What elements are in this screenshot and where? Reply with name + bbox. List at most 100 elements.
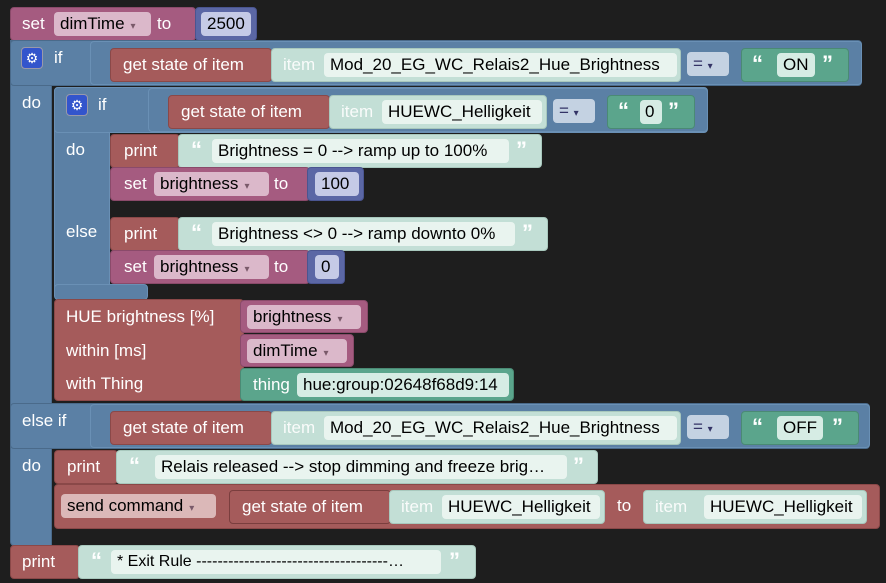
var-name: brightness (160, 174, 239, 193)
do-label: do (22, 93, 41, 112)
operator-dropdown[interactable]: = ▾ (553, 99, 595, 123)
get-state-block[interactable]: get state of item (110, 411, 272, 445)
text-field[interactable]: Brightness <> 0 --> ramp downto 0% (212, 222, 515, 246)
quote-open-icon: “ (191, 137, 202, 162)
quote-close-icon: ” (516, 137, 527, 162)
string-block-off[interactable]: “ OFF ” (741, 411, 859, 445)
hue-brightness-block[interactable]: HUE brightness [%] within [ms] with Thin… (54, 299, 244, 401)
quote-close-icon: ” (573, 453, 584, 478)
quote-open-icon: “ (129, 453, 140, 478)
var-dropdown-brightness[interactable]: brightness ▾ (154, 172, 269, 196)
quote-close-icon: ” (449, 548, 460, 573)
if-label: if (54, 48, 63, 67)
text-field[interactable]: Brightness = 0 --> ramp up to 100% (212, 139, 509, 163)
item-name-field[interactable]: HUEWC_Helligkeit (382, 100, 542, 124)
quote-open-icon: “ (191, 220, 202, 245)
var-name: brightness (253, 307, 332, 326)
var-block-dimtime[interactable]: dimTime ▾ (240, 334, 354, 367)
do-label: do (22, 456, 41, 475)
if-label: if (98, 95, 107, 114)
with-thing-label: with Thing (66, 374, 144, 393)
dropdown-arrow-icon: ▾ (323, 348, 329, 359)
quote-open-icon: “ (618, 98, 629, 123)
var-dropdown-brightness[interactable]: brightness ▾ (154, 255, 269, 279)
number-block[interactable]: 0 (307, 250, 345, 284)
thing-block[interactable]: thing hue:group:02648f68d9:14 (240, 368, 514, 401)
var-dropdown[interactable]: brightness ▾ (247, 305, 361, 329)
get-state-block[interactable]: get state of item (168, 95, 330, 129)
item-label: item (655, 497, 688, 516)
var-name: dimTime (253, 341, 318, 360)
dropdown-arrow-icon: ▾ (707, 424, 713, 435)
get-state-label: get state of item (181, 102, 302, 121)
operator: = (693, 54, 703, 73)
item-block[interactable]: item HUEWC_Helligkeit (389, 490, 605, 524)
text-field[interactable]: * Exit Rule ----------------------------… (111, 550, 441, 574)
print-label: print (124, 141, 158, 160)
get-state-label: get state of item (123, 55, 244, 74)
dropdown-arrow-icon: ▾ (337, 314, 343, 325)
var-block-brightness[interactable]: brightness ▾ (240, 300, 368, 333)
dropdown-arrow-icon: ▾ (130, 21, 136, 32)
get-state-label: get state of item (123, 418, 244, 437)
item-block[interactable]: item Mod_20_EG_WC_Relais2_Hue_Brightness (271, 411, 681, 445)
number-field[interactable]: 2500 (201, 12, 251, 36)
print-block[interactable]: print (10, 545, 80, 579)
set-brightness-block[interactable]: set brightness ▾ to (110, 250, 310, 284)
send-command-dropdown[interactable]: send command ▾ (61, 494, 216, 518)
set-brightness-block[interactable]: set brightness ▾ to (110, 167, 310, 201)
dropdown-arrow-icon: ▾ (189, 503, 195, 514)
number-field[interactable]: 0 (315, 255, 339, 279)
quote-close-icon: ” (832, 414, 843, 439)
text-field[interactable]: Relais released --> stop dimming and fre… (155, 455, 567, 479)
text-block[interactable]: “ * Exit Rule --------------------------… (78, 545, 476, 579)
gear-icon[interactable]: ⚙ (21, 47, 43, 69)
set-label: set (124, 174, 147, 193)
item-block[interactable]: item Mod_20_EG_WC_Relais2_Hue_Brightness (271, 48, 681, 82)
string-field[interactable]: OFF (777, 416, 823, 440)
compare-block[interactable]: get state of item item Mod_20_EG_WC_Rela… (90, 404, 870, 448)
quote-close-icon: ” (522, 220, 533, 245)
send-command-block[interactable]: send command ▾ get state of item item HUE… (54, 484, 880, 529)
do-label: do (66, 140, 85, 159)
var-dropdown[interactable]: dimTime ▾ (247, 339, 347, 363)
item-block[interactable]: item HUEWC_Helligkeit (329, 95, 547, 129)
print-block[interactable]: print (54, 450, 118, 484)
item-label: item (283, 418, 316, 437)
text-block[interactable]: “ Brightness <> 0 --> ramp downto 0% ” (178, 217, 548, 251)
set-dimtime-block[interactable]: set dimTime ▾ to (10, 7, 196, 41)
quote-close-icon: ” (822, 51, 833, 76)
get-state-block[interactable]: get state of item (229, 490, 391, 524)
target-item-block[interactable]: item HUEWC_Helligkeit (643, 490, 867, 524)
number-block[interactable]: 100 (307, 167, 364, 201)
dropdown-arrow-icon: ▾ (244, 181, 250, 192)
operator-dropdown[interactable]: = ▾ (687, 415, 729, 439)
text-block[interactable]: “ Relais released --> stop dimming and f… (116, 450, 598, 484)
to-label: to (617, 496, 632, 515)
set-label: set (124, 257, 147, 276)
string-block-zero[interactable]: “ 0 ” (607, 95, 695, 129)
gear-icon[interactable]: ⚙ (66, 94, 88, 116)
var-dropdown-dimtime[interactable]: dimTime ▾ (54, 12, 151, 36)
compare-block[interactable]: get state of item item Mod_20_EG_WC_Rela… (90, 41, 862, 85)
item-name-field[interactable]: HUEWC_Helligkeit (442, 495, 600, 519)
operator-dropdown[interactable]: = ▾ (687, 52, 729, 76)
item-name-field[interactable]: Mod_20_EG_WC_Relais2_Hue_Brightness (324, 53, 677, 77)
else-if-label: else if (22, 411, 67, 430)
compare-block[interactable]: get state of item item HUEWC_Helligkeit … (148, 88, 708, 132)
number-field[interactable]: 100 (315, 172, 359, 196)
number-block[interactable]: 2500 (195, 7, 257, 41)
string-field[interactable]: 0 (640, 100, 662, 124)
print-block[interactable]: print (110, 217, 180, 251)
string-field[interactable]: ON (777, 53, 815, 77)
text-block[interactable]: “ Brightness = 0 --> ramp up to 100% ” (178, 134, 542, 168)
get-state-block[interactable]: get state of item (110, 48, 272, 82)
string-block-on[interactable]: “ ON ” (741, 48, 849, 82)
print-block[interactable]: print (110, 134, 180, 168)
item-name-field[interactable]: Mod_20_EG_WC_Relais2_Hue_Brightness (324, 416, 677, 440)
thing-field[interactable]: hue:group:02648f68d9:14 (297, 373, 509, 397)
else-label: else (66, 222, 98, 241)
dropdown-arrow-icon: ▾ (707, 61, 713, 72)
within-label: within [ms] (66, 341, 147, 360)
item-name-field[interactable]: HUEWC_Helligkeit (704, 495, 862, 519)
